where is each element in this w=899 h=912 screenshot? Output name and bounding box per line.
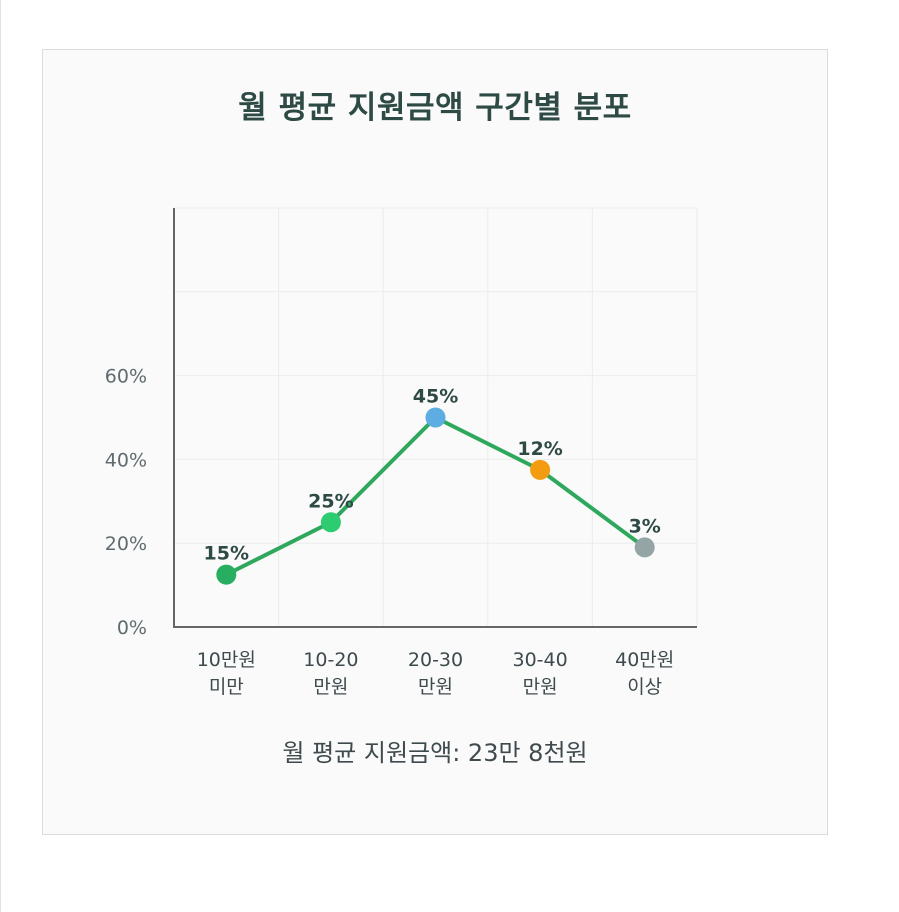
data-labels: 15% 25% 45% 12% 3% — [204, 386, 661, 565]
x-tick-label: 20-30 — [408, 649, 463, 671]
x-tick-label: 미만 — [209, 676, 244, 698]
data-point — [634, 537, 655, 558]
x-tick-label: 만원 — [523, 676, 558, 698]
y-tick-label: 60% — [105, 366, 147, 388]
data-label: 15% — [204, 543, 249, 565]
y-tick-labels: 0% 20% 40% 60% — [105, 366, 147, 639]
data-point — [425, 407, 446, 428]
data-label: 25% — [308, 490, 353, 512]
data-label: 12% — [517, 438, 562, 460]
x-tick-label: 30-40 — [512, 649, 567, 671]
page-edge — [0, 0, 1, 912]
series-line-group — [224, 415, 647, 577]
x-tick-label: 40만원 — [615, 649, 674, 671]
x-tick-label: 만원 — [418, 676, 453, 698]
x-tick-label: 10만원 — [197, 649, 256, 671]
x-tick-label: 10-20 — [303, 649, 358, 671]
data-label: 3% — [629, 515, 661, 537]
data-label: 45% — [413, 386, 458, 408]
x-tick-label: 이상 — [627, 676, 662, 698]
data-points — [216, 407, 655, 585]
average-amount-note: 월 평균 지원금액: 23만 8천원 — [282, 739, 588, 767]
data-point — [216, 564, 237, 585]
y-tick-label: 20% — [105, 533, 147, 555]
y-tick-label: 40% — [105, 449, 147, 471]
data-point — [530, 459, 551, 480]
grid-lines — [174, 207, 698, 627]
x-tick-label: 만원 — [313, 676, 348, 698]
axes — [173, 208, 697, 628]
series-line — [224, 415, 647, 577]
data-point — [320, 512, 341, 533]
y-tick-label: 0% — [117, 617, 147, 639]
chart-title: 월 평균 지원금액 구간별 분포 — [238, 90, 632, 126]
